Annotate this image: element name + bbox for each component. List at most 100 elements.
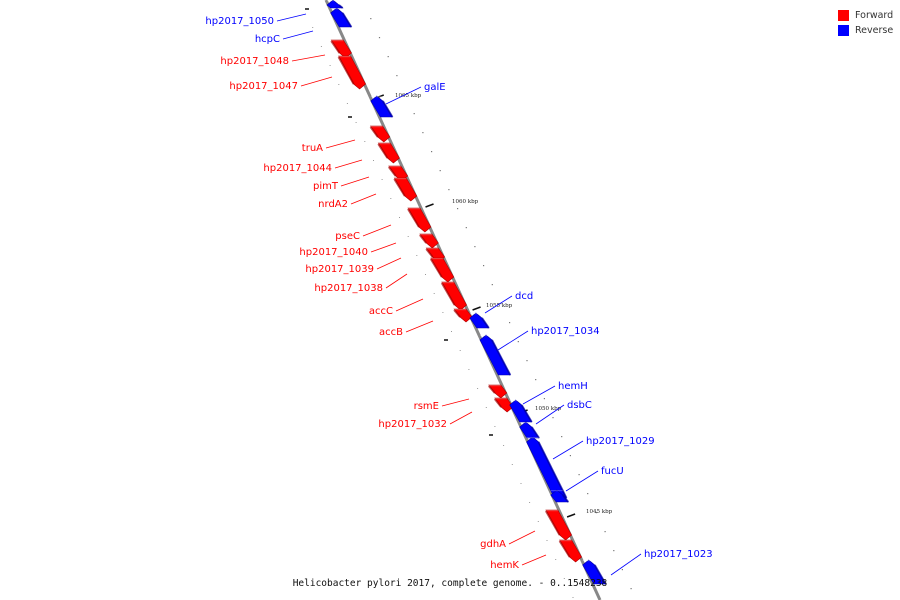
gene-label[interactable]: hp2017_1040 xyxy=(299,247,368,258)
gene-label[interactable]: hp2017_1044 xyxy=(263,163,332,174)
gene-label[interactable]: dcd xyxy=(515,291,533,302)
gene-hp2017-1032[interactable] xyxy=(493,397,514,413)
dot-mark xyxy=(422,132,424,134)
gene-arrow[interactable] xyxy=(330,7,352,28)
gene-fucu[interactable] xyxy=(550,489,570,503)
gene-arrow[interactable] xyxy=(377,142,400,164)
gene-connector xyxy=(484,295,513,314)
gene-label[interactable]: hp2017_1050 xyxy=(205,16,274,27)
gene-shade xyxy=(481,317,490,329)
gene-dsbc[interactable] xyxy=(519,421,540,439)
gene-dcd[interactable] xyxy=(469,312,490,329)
gene-label[interactable]: pimT xyxy=(313,181,339,192)
gene-label[interactable]: fucU xyxy=(601,466,624,477)
gene-arrow[interactable] xyxy=(519,421,540,439)
gene-arrow[interactable] xyxy=(370,95,393,118)
dot-mark xyxy=(485,407,487,408)
gene-connector xyxy=(334,159,363,169)
gene-label[interactable]: hp2017_1023 xyxy=(644,549,713,560)
dot-mark xyxy=(494,426,496,427)
gene-label[interactable]: pseC xyxy=(335,231,360,242)
gene-label[interactable]: hp2017_1034 xyxy=(531,326,600,337)
dot-mark xyxy=(416,255,418,256)
gene-label[interactable]: hp2017_1029 xyxy=(586,436,655,447)
gene-label[interactable]: hp2017_1032 xyxy=(378,419,447,430)
gene-arrow[interactable] xyxy=(509,399,533,423)
gene-hemh[interactable] xyxy=(509,399,533,423)
gene-rsme[interactable] xyxy=(488,384,508,399)
gene-label[interactable]: hp2017_1039 xyxy=(305,264,374,275)
gene-connector xyxy=(552,440,584,460)
background-dots xyxy=(305,8,632,598)
gene-accc[interactable] xyxy=(440,281,467,311)
gene-label[interactable]: galE xyxy=(424,82,446,93)
gene-arrow[interactable] xyxy=(479,334,511,376)
dot-mark xyxy=(517,341,519,343)
legend: Forward Reverse xyxy=(838,8,893,38)
dot-mark xyxy=(500,303,502,305)
gene-hp2017-1047[interactable] xyxy=(337,55,366,90)
gene-hp2017-1044[interactable] xyxy=(377,142,400,164)
gene-arrow[interactable] xyxy=(338,55,366,90)
dot-mark xyxy=(552,417,554,419)
gene-hp2017-1029[interactable] xyxy=(526,436,568,499)
gene-hp2017-1034[interactable] xyxy=(479,334,512,376)
gene-arrow[interactable] xyxy=(559,539,582,563)
gene-shade xyxy=(520,404,533,423)
gene-label[interactable]: hemH xyxy=(558,381,588,392)
dot-mark xyxy=(474,246,476,248)
tick-label: 1045 kbp xyxy=(586,509,613,515)
gene-nrda2[interactable] xyxy=(393,177,418,202)
gene-label[interactable]: truA xyxy=(302,143,323,154)
gene-label[interactable]: rsmE xyxy=(414,401,439,412)
gene-hp2017-1023[interactable] xyxy=(582,559,607,585)
gene-shade xyxy=(419,234,428,244)
dot-mark xyxy=(503,445,505,446)
dot-mark xyxy=(320,46,322,47)
gene-arrow[interactable] xyxy=(441,281,467,311)
gene-gale[interactable] xyxy=(370,95,394,118)
gene-trua[interactable] xyxy=(369,125,391,143)
gene-label[interactable]: hp2017_1048 xyxy=(220,56,289,67)
gene-arrow[interactable] xyxy=(526,436,567,499)
gene-label[interactable]: hcpC xyxy=(255,34,280,45)
dot-mark xyxy=(546,540,548,541)
gene-label[interactable]: nrdA2 xyxy=(318,199,348,210)
gene-hp2017-1048[interactable] xyxy=(330,39,352,59)
gene-hcpc[interactable] xyxy=(330,7,353,28)
dot-mark xyxy=(381,179,383,180)
gene-arrow[interactable] xyxy=(419,233,439,249)
gene-shade xyxy=(388,166,397,177)
gene-arrow[interactable] xyxy=(330,39,352,59)
gene-arrow[interactable] xyxy=(550,489,569,503)
gene-label[interactable]: accB xyxy=(379,327,403,338)
gene-hp2017-1040[interactable] xyxy=(419,233,439,249)
gene-hp2017-1050[interactable] xyxy=(326,0,344,9)
dot-mark xyxy=(425,274,426,275)
gene-label[interactable]: hemK xyxy=(490,560,519,571)
gene-arrow[interactable] xyxy=(369,125,391,143)
dot-mark xyxy=(477,388,479,389)
gene-shade xyxy=(493,398,502,408)
dot-mark xyxy=(572,597,574,598)
gene-psec[interactable] xyxy=(407,207,432,233)
gene-label[interactable]: gdhA xyxy=(480,539,506,550)
dot-mark xyxy=(459,350,461,351)
gene-arrow[interactable] xyxy=(545,509,572,541)
gene-shade xyxy=(561,494,570,503)
gene-gdha[interactable] xyxy=(545,509,572,541)
gene-label[interactable]: accC xyxy=(369,306,393,317)
gene-shade xyxy=(429,258,443,278)
gene-label[interactable]: hp2017_1038 xyxy=(314,283,383,294)
gene-label[interactable]: dsbC xyxy=(567,400,592,411)
gene-arrow[interactable] xyxy=(469,312,490,329)
dot-mark xyxy=(346,103,348,104)
gene-label[interactable]: hp2017_1047 xyxy=(229,81,298,92)
dot-mark xyxy=(399,217,400,218)
gene-hp2017-1038[interactable] xyxy=(429,257,455,283)
gene-hemk[interactable] xyxy=(558,539,582,563)
dot-mark xyxy=(439,170,441,172)
gene-accb[interactable] xyxy=(453,308,473,323)
gene-arrow[interactable] xyxy=(582,559,607,585)
gene-shade xyxy=(377,143,389,159)
